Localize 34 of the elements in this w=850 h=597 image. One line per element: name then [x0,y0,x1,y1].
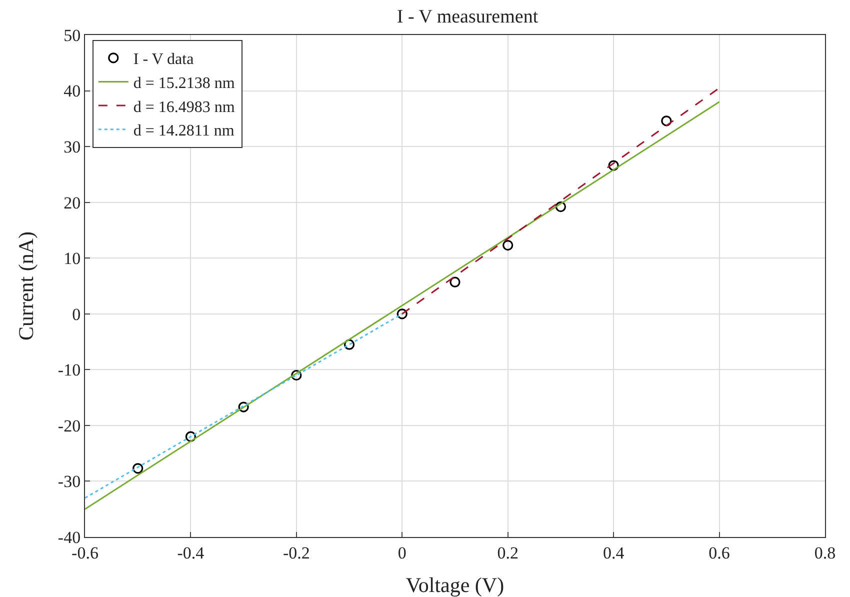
point [555,202,566,212]
point [502,240,514,251]
point [291,370,302,381]
y-tick-label: 30 [64,138,81,157]
point [396,308,408,320]
legend-label: d = 16.4983 nm [133,98,236,116]
point [185,431,196,442]
point [608,160,619,171]
x-tick-label: 0 [398,543,406,562]
point [238,402,249,412]
y-tick-label: -20 [58,416,81,436]
legend-label: d = 15.2138 nm [133,74,236,92]
x-tick-label: 0.2 [497,543,518,562]
x-tick-label: 0.6 [708,543,730,562]
y-axis-title: Current (nA) [14,231,38,341]
y-tick-label: 20 [64,193,81,212]
y-tick-label: 40 [64,82,81,101]
y-tick-label: 50 [64,26,81,45]
point [450,276,460,288]
x-tick-label: -0.2 [282,543,310,562]
point [661,116,672,126]
x-axis-title: Voltage (V) [406,573,504,597]
point [344,339,355,350]
x-tick-label: 0.4 [602,543,625,562]
x-tick-label: 0.8 [814,543,836,562]
y-tick-label: 10 [64,249,81,268]
legend-label: I - V data [133,51,194,68]
y-tick-label: 0 [72,304,81,324]
y-tick-label: -30 [58,472,81,492]
chart-title: I - V measurement [396,6,539,28]
point [132,463,144,474]
y-tick-label: -10 [58,360,81,380]
x-tick-label: -0.4 [177,543,205,562]
legend-label: d = 14.2811 nm [133,122,235,140]
